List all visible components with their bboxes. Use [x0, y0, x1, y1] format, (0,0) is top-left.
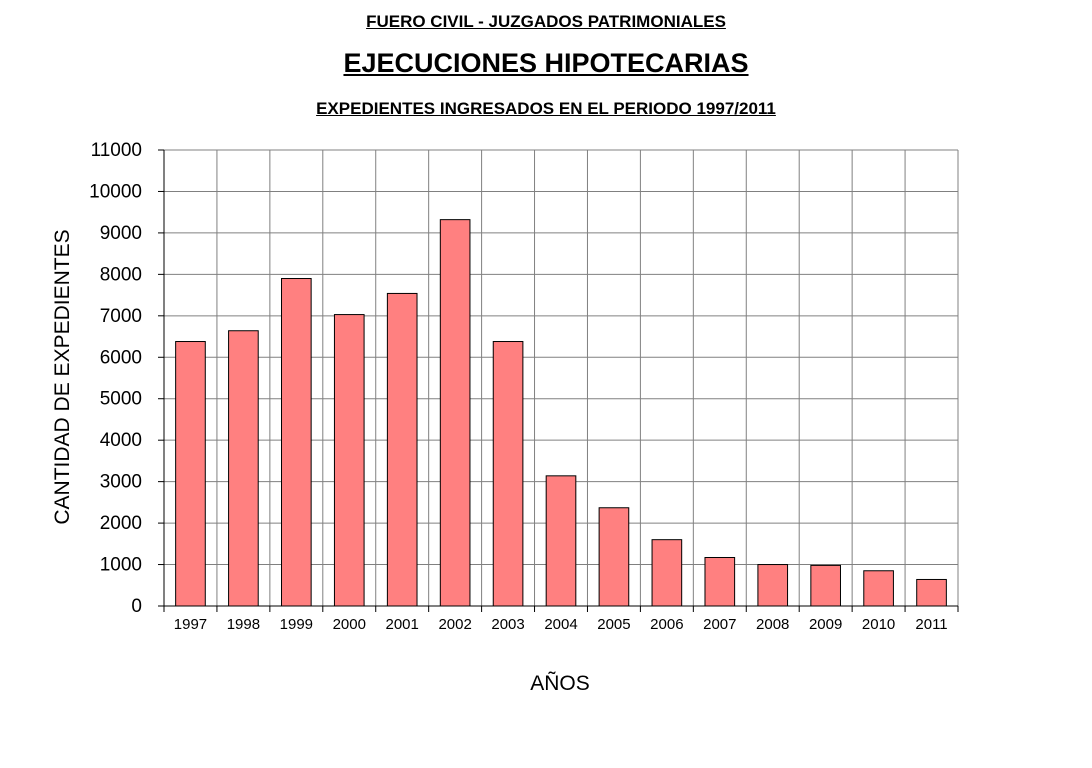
bar	[281, 278, 312, 607]
x-tick-label: 2006	[650, 616, 683, 633]
chart-supertitle: FUERO CIVIL - JUZGADOS PATRIMONIALES	[366, 12, 726, 31]
x-tick-label: 2011	[915, 616, 947, 633]
bar	[916, 578, 947, 607]
x-tick-label: 2002	[438, 616, 471, 633]
axes	[158, 149, 959, 612]
x-tick-label: 2007	[703, 616, 736, 633]
y-tick-label: 0	[131, 596, 142, 617]
y-axis-label: CANTIDAD DE EXPEDIENTES	[51, 229, 74, 525]
chart-title: EJECUCIONES HIPOTECARIAS	[343, 48, 749, 78]
y-tick-label: 2000	[100, 513, 142, 534]
y-tick-label: 11000	[91, 140, 142, 161]
bar	[545, 475, 577, 607]
x-tick-label: 2001	[386, 616, 419, 633]
y-tick-label: 6000	[100, 347, 142, 368]
y-tick-label: 9000	[100, 223, 142, 244]
x-tick-label: 1997	[174, 616, 207, 633]
y-axis-tick-labels: 0 1000 2000 3000 4000 5000 6000 7000 8000 9000 100…	[89, 140, 142, 617]
x-tick-label: 1999	[280, 616, 313, 633]
x-tick-label: 1998	[227, 616, 260, 633]
bar	[810, 564, 841, 607]
bar	[175, 341, 206, 607]
bar	[386, 292, 418, 607]
x-tick-label: 2010	[862, 616, 895, 633]
x-tick-label: 2005	[597, 616, 630, 633]
bar	[598, 507, 630, 607]
bars	[175, 219, 947, 607]
y-tick-label: 10000	[89, 181, 142, 202]
chart-subtitle: EXPEDIENTES INGRESADOS EN EL PERIODO 199…	[316, 99, 776, 118]
bar	[757, 564, 789, 607]
y-tick-label: 5000	[100, 389, 142, 410]
x-tick-label: 2004	[544, 616, 577, 633]
y-tick-label: 3000	[100, 472, 142, 493]
x-axis-label: AÑOS	[530, 672, 590, 695]
x-tick-label: 2009	[809, 616, 842, 633]
bar	[651, 539, 683, 607]
bar	[228, 330, 259, 607]
x-tick-label: 2003	[491, 616, 524, 633]
bar	[863, 570, 894, 607]
y-tick-label: 4000	[100, 430, 142, 451]
y-tick-label: 7000	[100, 306, 142, 327]
bar	[333, 314, 365, 607]
x-axis-tick-labels: 1997 1998 1999 2000 2001 2002 2003 2004 2005 2006…	[174, 616, 948, 633]
bar	[492, 341, 524, 607]
y-tick-label: 1000	[100, 555, 142, 576]
bar	[704, 556, 736, 607]
x-tick-label: 2008	[756, 616, 789, 633]
x-tick-label: 2000	[333, 616, 366, 633]
bar	[439, 219, 471, 607]
y-tick-label: 8000	[100, 264, 142, 285]
